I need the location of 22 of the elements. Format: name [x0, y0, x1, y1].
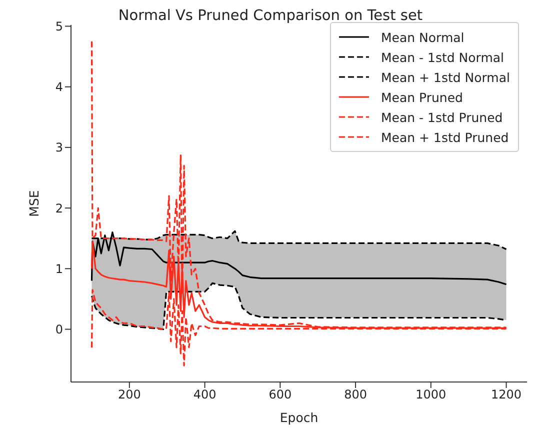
y-tick-label: 5: [55, 19, 63, 34]
y-tick-label: 1: [55, 262, 63, 276]
x-axis-title: Epoch: [280, 410, 318, 425]
y-tick-label: 0: [55, 322, 63, 337]
x-tick-label: 800: [344, 388, 367, 402]
legend-label: Mean - 1std Normal: [381, 50, 504, 64]
legend-label: Mean Normal: [381, 30, 464, 44]
x-tick-label: 1000: [416, 388, 446, 402]
x-tick-label: 1200: [491, 388, 522, 402]
legend-label: Mean Pruned: [381, 90, 463, 104]
y-tick-label: 4: [55, 80, 63, 94]
line-series: [90, 231, 508, 286]
y-axis-title: MSE: [26, 190, 42, 217]
x-tick-label: 600: [268, 388, 292, 402]
chart-title: Normal Vs Pruned Comparison on Test set: [118, 8, 423, 24]
y-tick-label: 3: [55, 140, 63, 155]
legend-label: Mean - 1std Pruned: [381, 110, 503, 124]
legend-label: Mean + 1std Normal: [381, 70, 510, 84]
x-tick-label: 400: [193, 388, 216, 402]
legend-label: Mean + 1std Pruned: [381, 130, 509, 144]
x-tick-label: 200: [118, 388, 141, 402]
y-tick-label: 2: [55, 201, 63, 216]
